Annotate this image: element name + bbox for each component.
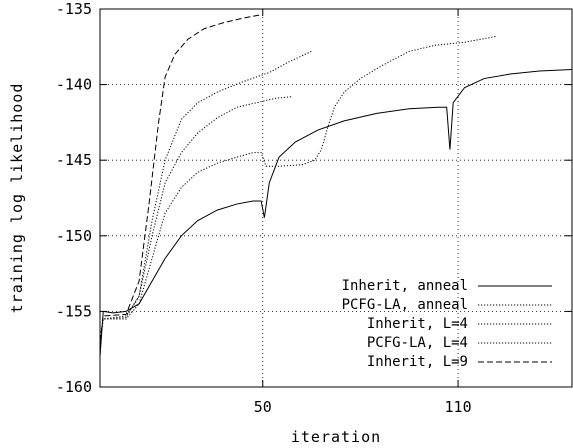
series-layer	[99, 14, 573, 357]
legend: Inherit, anneal PCFG-LA, anneal Inherit, L…	[342, 278, 552, 370]
y-tick-label: -145	[56, 151, 92, 169]
series-line-inherit-anneal	[99, 68, 573, 357]
y-axis-label: training log likelihood	[8, 83, 26, 314]
legend-label: Inherit, anneal	[342, 278, 468, 294]
y-tick-label: -160	[56, 378, 92, 396]
x-tick-label: 50	[254, 398, 272, 416]
x-axis-ticks: 50 110	[254, 9, 472, 416]
legend-label: PCFG-LA, anneal	[342, 297, 468, 313]
series-line-inherit-l-4	[99, 96, 293, 342]
y-axis-ticks: -135 -140 -145 -150 -155 -160	[56, 0, 572, 396]
y-tick-label: -135	[56, 0, 92, 18]
y-tick-label: -150	[56, 227, 92, 245]
legend-label: Inherit, L=4	[367, 316, 468, 332]
plot-frame	[99, 8, 573, 388]
grid-lines	[100, 9, 572, 387]
legend-label: Inherit, L=9	[367, 354, 468, 370]
y-tick-label: -155	[56, 302, 92, 320]
x-axis-label: iteration	[291, 428, 381, 446]
x-tick-label: 110	[445, 398, 472, 416]
legend-label: PCFG-LA, L=4	[367, 335, 468, 351]
series-line-pcfg-la-l-4	[99, 50, 312, 342]
y-tick-label: -140	[56, 76, 92, 94]
series-line-pcfg-la-anneal	[99, 35, 498, 342]
series-line-inherit-l-9	[99, 14, 260, 342]
